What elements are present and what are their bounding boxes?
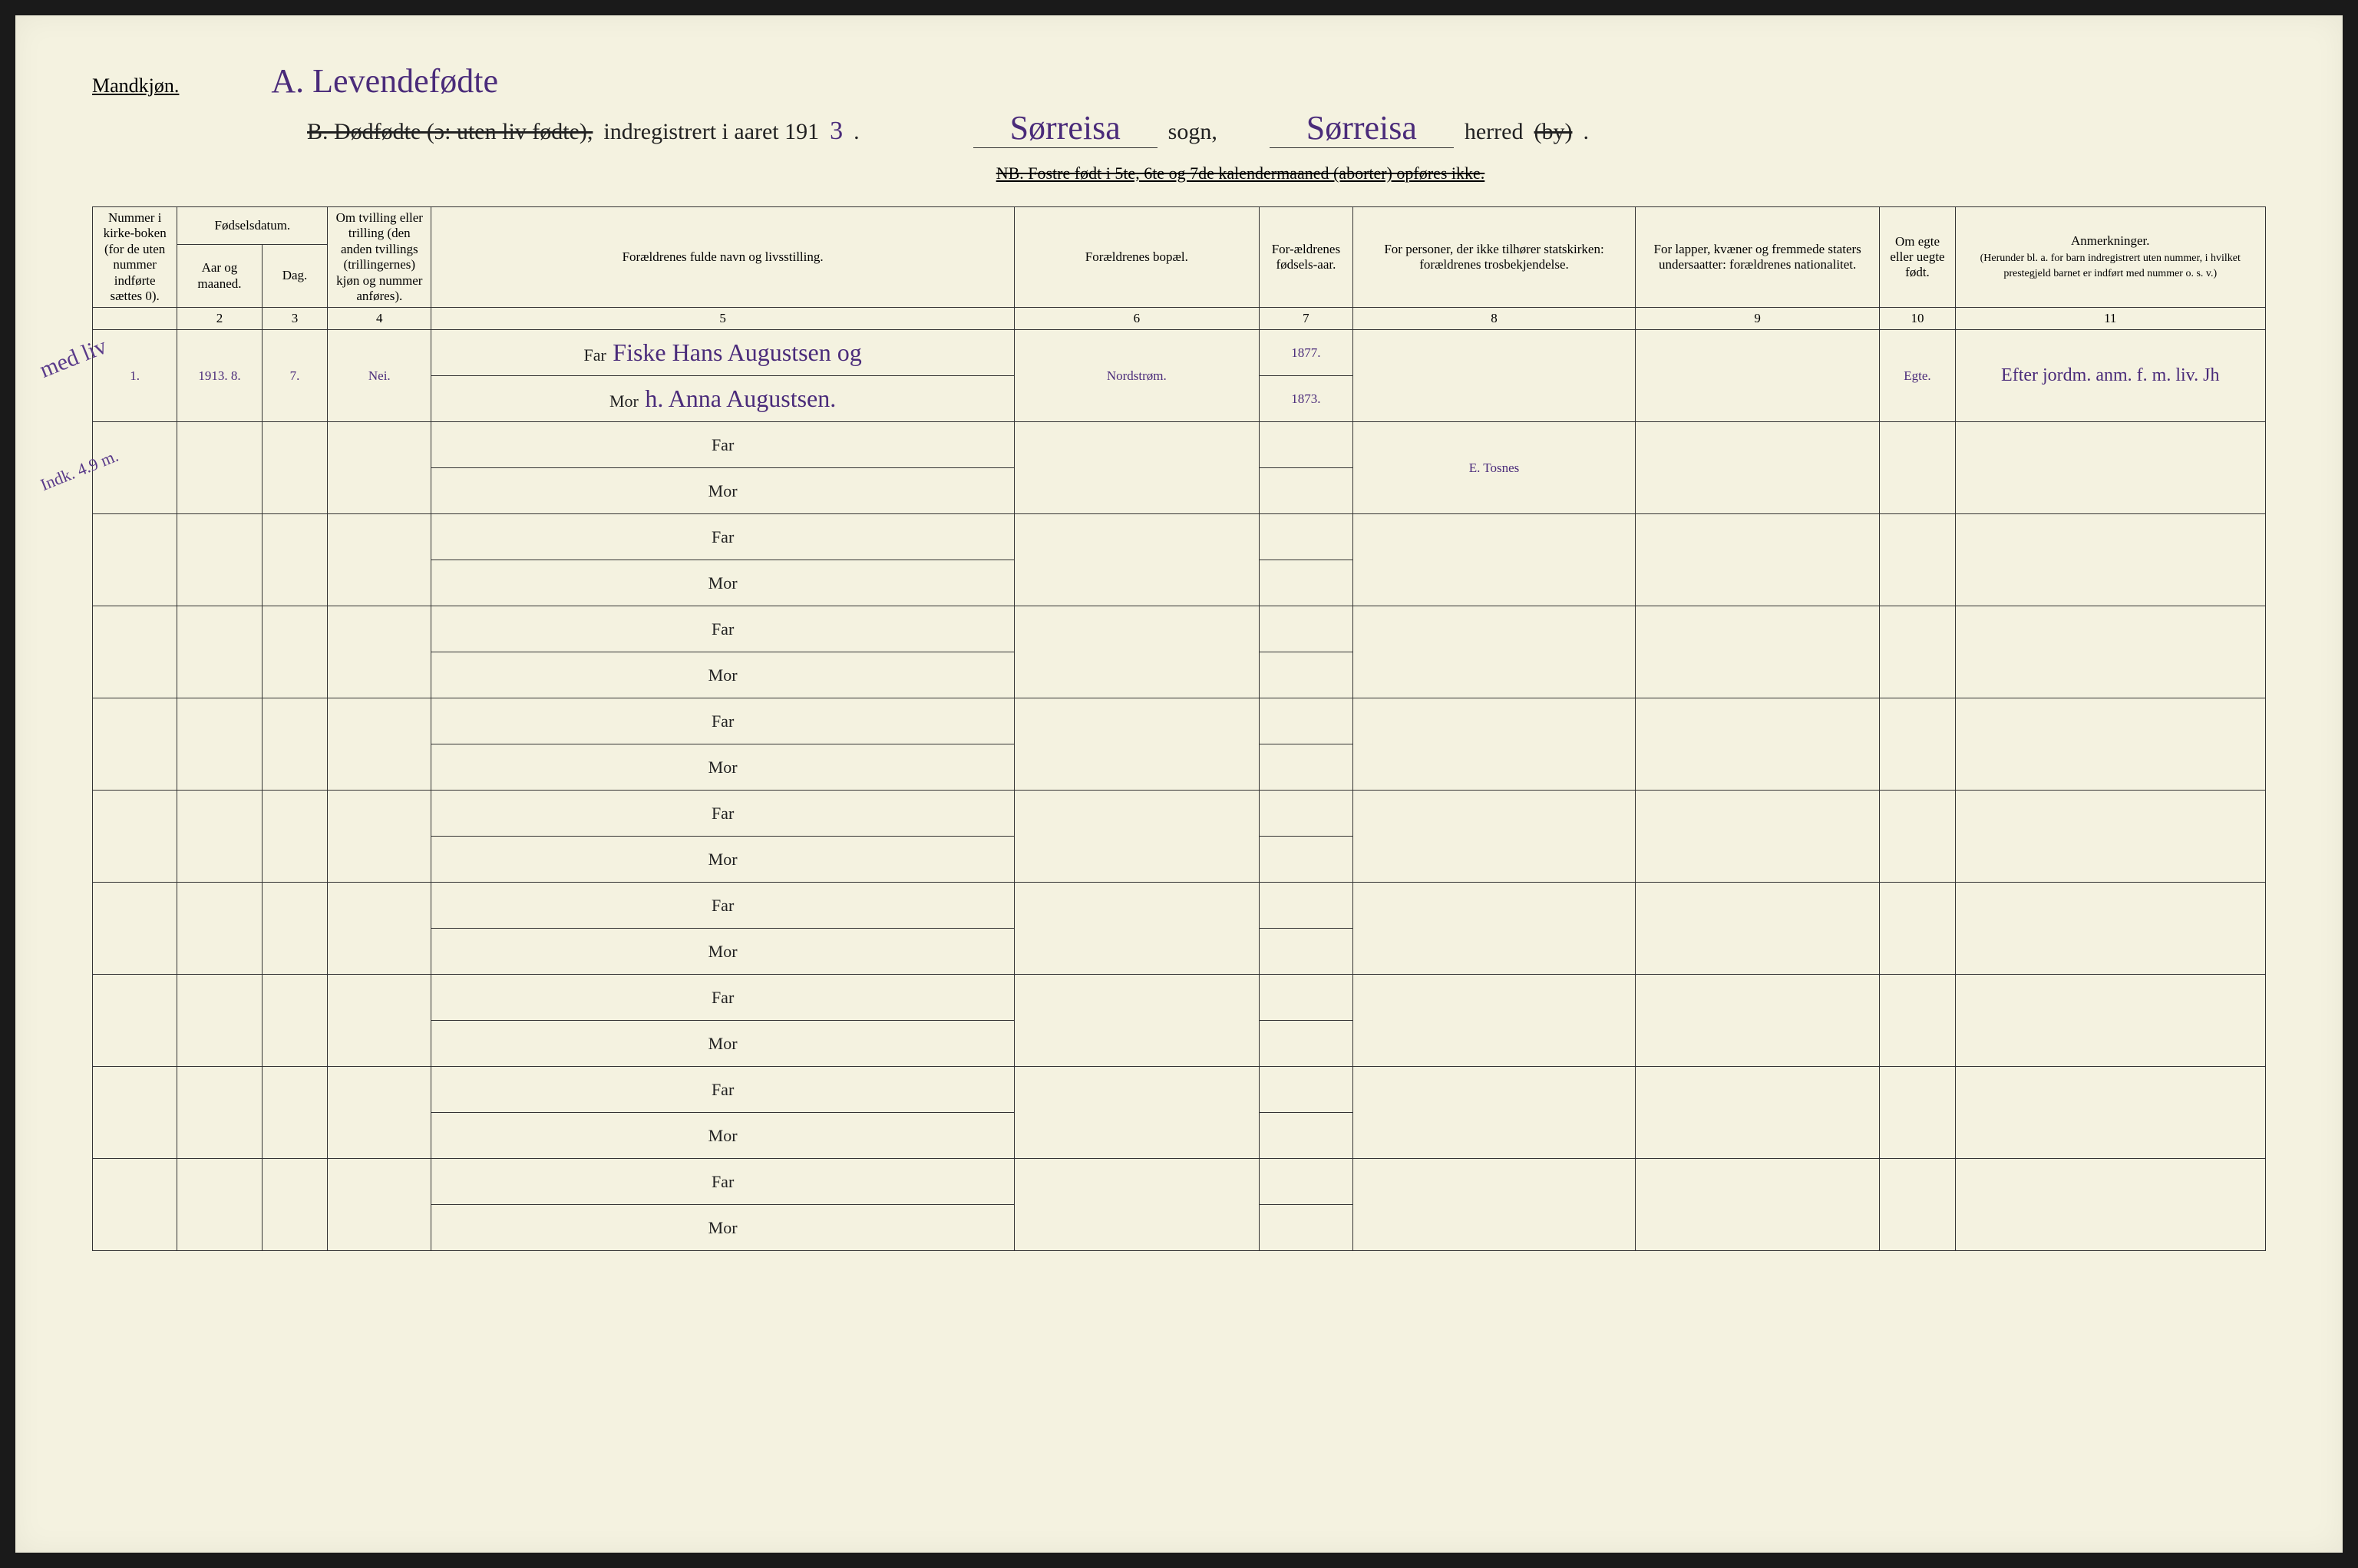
col10-header: Om egte eller uegte født. (1880, 207, 1955, 308)
col11-header: Anmerkninger. (Herunder bl. a. for barn … (1955, 207, 2266, 308)
period1: . (854, 119, 860, 145)
entry2-col9 (1635, 422, 1880, 514)
period2: . (1583, 119, 1589, 145)
empty-row-7-far: Far (93, 883, 2266, 929)
col2-header: Aar og maaned. (177, 244, 262, 308)
entry2-egte (1880, 422, 1955, 514)
entry1-far-aar: 1877. (1259, 330, 1353, 376)
empty-row-5-far: Far (93, 698, 2266, 744)
herred-label: herred (1465, 119, 1524, 145)
register-table: Nummer i kirke-boken (for de uten nummer… (92, 206, 2266, 1251)
colnum-7: 7 (1259, 308, 1353, 330)
entry1-far-row: 1. 1913. 8. 7. Nei. Far Fiske Hans Augus… (93, 330, 2266, 376)
col1-header: Nummer i kirke-boken (for de uten nummer… (93, 207, 177, 308)
colnum-10: 10 (1880, 308, 1955, 330)
register-page: med liv Indk. 4.9 m. Mandkjøn. A. Levend… (15, 15, 2343, 1553)
header-row-1: Mandkjøn. A. Levendefødte (92, 61, 2266, 101)
entry1-aar: 1913. 8. (177, 330, 262, 422)
colnum-11: 11 (1955, 308, 2266, 330)
entry1-col8 (1353, 330, 1636, 422)
entry1-anm: Efter jordm. anm. f. m. liv. Jh (1955, 330, 2266, 422)
col7-header: For-ældrenes fødsels-aar. (1259, 207, 1353, 308)
col8-header: For personer, der ikke tilhører statskir… (1353, 207, 1636, 308)
mandkjon-label: Mandkjøn. (92, 74, 179, 97)
col6-header: Forældrenes bopæl. (1015, 207, 1260, 308)
colnum-2: 2 (177, 308, 262, 330)
empty-row-8-far: Far (93, 975, 2266, 1021)
entry2-far-aar (1259, 422, 1353, 468)
entry2-far-cell: Far (431, 422, 1015, 468)
col-number-row: 2 3 4 5 6 7 8 9 10 11 (93, 308, 2266, 330)
entry2-mor-aar (1259, 468, 1353, 514)
colnum-9: 9 (1635, 308, 1880, 330)
sogn-label: sogn, (1168, 119, 1217, 145)
colnum-5: 5 (431, 308, 1015, 330)
sogn-hw: Sørreisa (973, 108, 1158, 148)
entry1-mor-cell: Mor h. Anna Augustsen. (431, 376, 1015, 422)
empty-row-6-far: Far (93, 791, 2266, 837)
entry2-anm (1955, 422, 2266, 514)
struck-B: B. Dødfødte (ɔ: uten liv fødte), (307, 119, 593, 145)
entry2-tvilling (328, 422, 431, 514)
entry1-col9 (1635, 330, 1880, 422)
heading-A-handwritten: A. Levendefødte (271, 61, 498, 101)
table-head: Nummer i kirke-boken (for de uten nummer… (93, 207, 2266, 330)
entry2-aar (177, 422, 262, 514)
empty-row-4-far: Far (93, 606, 2266, 652)
entry1-far-cell: Far Fiske Hans Augustsen og (431, 330, 1015, 376)
entry2-signature: E. Tosnes (1353, 422, 1636, 514)
header-row-2: B. Dødfødte (ɔ: uten liv fødte), indregi… (307, 108, 2266, 148)
herred-hw: Sørreisa (1270, 108, 1454, 148)
entry2-mor-cell: Mor (431, 468, 1015, 514)
indregistrert-label: indregistrert i aaret 191 (603, 119, 819, 145)
colnum-1 (93, 308, 177, 330)
col5-header: Forældrenes fulde navn og livsstilling. (431, 207, 1015, 308)
colnum-3: 3 (262, 308, 328, 330)
colnum-4: 4 (328, 308, 431, 330)
col4-header: Om tvilling eller trilling (den anden tv… (328, 207, 431, 308)
entry1-egte: Egte. (1880, 330, 1955, 422)
empty-row-3-far: Far (93, 514, 2266, 560)
table-body: 1. 1913. 8. 7. Nei. Far Fiske Hans Augus… (93, 330, 2266, 1251)
col3-header: Dag. (262, 244, 328, 308)
entry1-dag: 7. (262, 330, 328, 422)
colnum-6: 6 (1015, 308, 1260, 330)
year-hw: 3 (830, 117, 843, 146)
entry1-mor-aar: 1873. (1259, 376, 1353, 422)
entry2-dag (262, 422, 328, 514)
entry2-far-row: Far E. Tosnes (93, 422, 2266, 468)
nb-line: NB. Fostre født i 5te, 6te og 7de kalend… (215, 163, 2266, 183)
entry2-bopael (1015, 422, 1260, 514)
empty-row-10-far: Far (93, 1159, 2266, 1205)
colnum-8: 8 (1353, 308, 1636, 330)
by-struck: (by) (1534, 119, 1572, 145)
entry1-bopael: Nordstrøm. (1015, 330, 1260, 422)
entry1-tvilling: Nei. (328, 330, 431, 422)
empty-row-9-far: Far (93, 1067, 2266, 1113)
col9-header: For lapper, kvæner og fremmede staters u… (1635, 207, 1880, 308)
col23-top-header: Fødselsdatum. (177, 207, 328, 245)
